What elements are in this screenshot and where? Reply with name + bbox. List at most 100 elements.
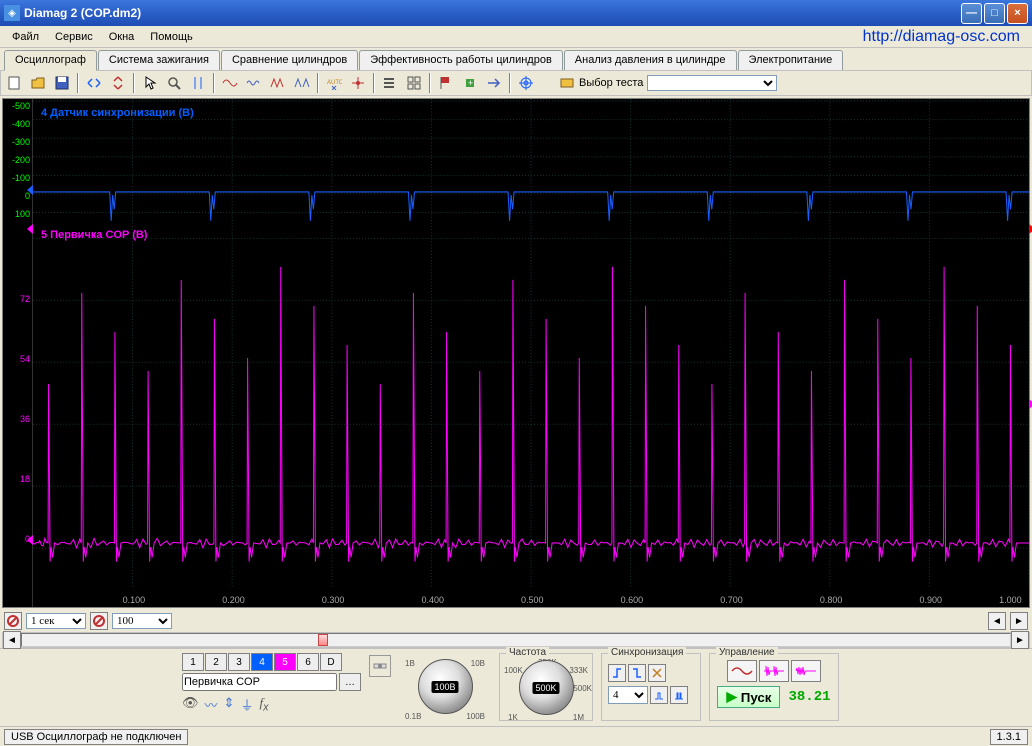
wave-burst-icon[interactable] bbox=[759, 660, 789, 682]
ch-btn-d[interactable]: D bbox=[320, 653, 342, 671]
eye-icon[interactable]: 👁 bbox=[182, 695, 199, 714]
scroll-left-icon[interactable]: ◄ bbox=[988, 612, 1006, 630]
hscroll-left[interactable]: ◄ bbox=[3, 631, 21, 649]
zoom-stop-icon[interactable] bbox=[90, 612, 108, 630]
channel-name-input[interactable] bbox=[182, 673, 337, 691]
vrange-icon[interactable]: ⇕ bbox=[224, 695, 235, 714]
add-marker-icon[interactable]: + bbox=[459, 72, 481, 94]
hscroll-right[interactable]: ► bbox=[1011, 631, 1029, 649]
y-tick: 100 bbox=[15, 209, 30, 219]
ch-btn-2[interactable]: 2 bbox=[205, 653, 227, 671]
y-tick: 36 bbox=[20, 414, 30, 424]
save-icon[interactable] bbox=[51, 72, 73, 94]
zoom-select[interactable]: 100 bbox=[112, 613, 172, 629]
test-selector[interactable]: Выбор теста bbox=[559, 75, 777, 91]
fx-icon[interactable]: fx bbox=[259, 695, 268, 714]
wave1-icon[interactable] bbox=[219, 72, 241, 94]
scroll-right-icon[interactable]: ► bbox=[1010, 612, 1028, 630]
sync-mode2-icon[interactable] bbox=[670, 686, 688, 704]
f-label-bl: 1K bbox=[508, 713, 518, 722]
x-tick: 0.100 bbox=[123, 595, 146, 605]
menu-file[interactable]: Файл bbox=[4, 29, 47, 45]
tab-pressure[interactable]: Анализ давления в цилиндре bbox=[564, 50, 737, 70]
list-icon[interactable] bbox=[379, 72, 401, 94]
ground-icon[interactable]: ⏚ bbox=[240, 695, 253, 714]
maximize-button[interactable]: □ bbox=[984, 3, 1005, 24]
x-tick: 0.600 bbox=[621, 595, 644, 605]
sync-cross-icon[interactable] bbox=[648, 664, 666, 682]
wave-toggle-icon[interactable]: 〰 bbox=[205, 695, 218, 714]
new-icon[interactable] bbox=[3, 72, 25, 94]
ctrl-title: Управление bbox=[716, 647, 778, 658]
time-stop-icon[interactable] bbox=[4, 612, 22, 630]
f-label-br: 1M bbox=[573, 713, 584, 722]
v-label-tl: 1В bbox=[405, 659, 415, 668]
channel-name-more[interactable]: … bbox=[339, 673, 361, 691]
ch-btn-4[interactable]: 4 bbox=[251, 653, 273, 671]
minimize-button[interactable]: — bbox=[961, 3, 982, 24]
sync-edge-fall-icon[interactable] bbox=[628, 664, 646, 682]
hscroll-track[interactable] bbox=[21, 633, 1011, 647]
sync-mode1-icon[interactable] bbox=[650, 686, 668, 704]
x-tick: 1.000 bbox=[999, 595, 1022, 605]
zoom-v-icon[interactable] bbox=[107, 72, 129, 94]
wave4-icon[interactable] bbox=[291, 72, 313, 94]
f-label-tr: 333K bbox=[569, 666, 588, 675]
wave-smooth-icon[interactable] bbox=[727, 660, 757, 682]
play-icon: ▶ bbox=[726, 689, 736, 705]
titlebar: ◈ Diamag 2 (COP.dm2) — □ × bbox=[0, 0, 1032, 26]
menu-windows[interactable]: Окна bbox=[101, 29, 143, 45]
y-tick: 72 bbox=[20, 294, 30, 304]
voltage-dial[interactable]: 100В bbox=[418, 659, 473, 714]
tab-cylinder-compare[interactable]: Сравнение цилиндров bbox=[221, 50, 358, 70]
x-axis: 0.100 0.200 0.300 0.400 0.500 0.600 0.70… bbox=[33, 589, 1029, 607]
open-icon[interactable] bbox=[27, 72, 49, 94]
zoom-icon[interactable] bbox=[163, 72, 185, 94]
zoom-fit-icon[interactable] bbox=[83, 72, 105, 94]
auto-icon[interactable]: AUTO bbox=[323, 72, 345, 94]
goto-icon[interactable] bbox=[483, 72, 505, 94]
bottom-panel: 1 2 3 4 5 6 D … 👁 〰 ⇕ ⏚ fx 1В 10В 100В bbox=[0, 648, 1032, 726]
x-tick: 0.900 bbox=[919, 595, 942, 605]
y-tick: -200 bbox=[12, 155, 30, 165]
grid-icon[interactable] bbox=[403, 72, 425, 94]
sync-edge-rise-icon[interactable] bbox=[608, 664, 626, 682]
y-tick: 18 bbox=[20, 474, 30, 484]
timebase-row: 1 сек 100 ◄ ► bbox=[0, 610, 1032, 632]
ch-btn-6[interactable]: 6 bbox=[297, 653, 319, 671]
hscroll[interactable]: ◄ ► bbox=[2, 632, 1030, 648]
ch-btn-1[interactable]: 1 bbox=[182, 653, 204, 671]
target-icon[interactable] bbox=[515, 72, 537, 94]
test-select[interactable] bbox=[647, 75, 777, 91]
tab-cylinder-eff[interactable]: Эффективность работы цилиндров bbox=[359, 50, 563, 70]
run-button[interactable]: ▶ Пуск bbox=[717, 686, 780, 708]
center-icon[interactable] bbox=[347, 72, 369, 94]
x-tick: 0.500 bbox=[521, 595, 544, 605]
y-tick: -100 bbox=[12, 173, 30, 183]
oscilloscope-display[interactable]: -500 -400 -300 -200 -100 0 100 72 54 36 … bbox=[2, 98, 1030, 608]
marker-icon[interactable] bbox=[187, 72, 209, 94]
menu-help[interactable]: Помощь bbox=[142, 29, 201, 45]
url-link[interactable]: http://diamag-osc.com bbox=[863, 28, 1028, 46]
sync-channel-select[interactable]: 4 bbox=[608, 686, 648, 704]
close-button[interactable]: × bbox=[1007, 3, 1028, 24]
ch-btn-5[interactable]: 5 bbox=[274, 653, 296, 671]
time-select[interactable]: 1 сек bbox=[26, 613, 86, 629]
flag-icon[interactable] bbox=[435, 72, 457, 94]
tab-power[interactable]: Электропитание bbox=[738, 50, 844, 70]
cursor-icon[interactable] bbox=[139, 72, 161, 94]
adjust-icon[interactable] bbox=[369, 655, 391, 677]
tab-ignition[interactable]: Система зажигания bbox=[98, 50, 220, 70]
wave2-icon[interactable] bbox=[243, 72, 265, 94]
hscroll-thumb[interactable] bbox=[318, 634, 328, 646]
toolbar: AUTO + Выбор теста bbox=[0, 70, 1032, 96]
test-icon bbox=[559, 75, 575, 91]
plot-area[interactable]: 4 Датчик синхронизации (В) 5 Первичка CO… bbox=[33, 99, 1029, 607]
wave3-icon[interactable] bbox=[267, 72, 289, 94]
tab-oscillograph[interactable]: Осциллограф bbox=[4, 50, 97, 71]
menu-service[interactable]: Сервис bbox=[47, 29, 101, 45]
tab-bar: Осциллограф Система зажигания Сравнение … bbox=[0, 48, 1032, 70]
frequency-dial[interactable]: 500K bbox=[519, 660, 574, 715]
wave-repeat-icon[interactable] bbox=[791, 660, 821, 682]
ch-btn-3[interactable]: 3 bbox=[228, 653, 250, 671]
